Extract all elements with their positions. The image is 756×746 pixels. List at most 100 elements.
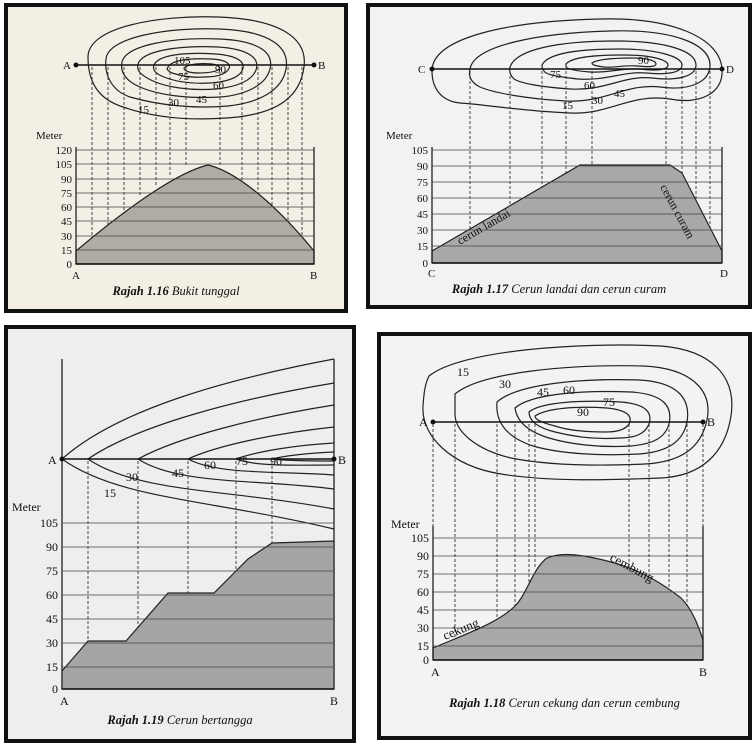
contour-label: 90 — [215, 64, 227, 76]
profile-start-label: C — [428, 268, 435, 280]
y-tick: 45 — [46, 612, 58, 626]
contour-map — [431, 18, 723, 114]
contour-label: 30 — [592, 95, 604, 107]
axis-title: Meter — [36, 130, 63, 142]
caption-number: Rajah 1.16 — [112, 284, 169, 298]
contour-label: 60 — [584, 80, 596, 92]
contour-label: 90 — [270, 454, 282, 468]
contour-label: 15 — [104, 486, 116, 500]
contour-label: 15 — [457, 365, 469, 379]
contour-label: 75 — [550, 69, 562, 81]
y-tick: 105 — [411, 531, 429, 545]
y-tick: 0 — [423, 653, 429, 667]
figure-1-16-diagram: 15 30 45 60 75 90 105 A B — [36, 16, 325, 282]
contour-label: 30 — [168, 97, 180, 109]
y-axis-ticks: 120 105 90 75 60 45 30 15 0 — [56, 145, 73, 271]
contour-labels: 15 30 45 60 75 90 — [457, 365, 615, 419]
axis-title: Meter — [386, 130, 413, 142]
projection-lines — [469, 71, 711, 237]
cross-section-profile — [75, 164, 315, 265]
contour-map — [422, 344, 733, 481]
y-tick: 0 — [67, 259, 73, 271]
section-start-label: A — [63, 60, 71, 72]
y-tick: 90 — [61, 174, 73, 186]
figure-1-18: 15 30 45 60 75 90 A B cekung — [377, 332, 752, 740]
y-tick: 90 — [417, 161, 429, 173]
contour-label: 60 — [213, 80, 225, 92]
figure-1-18-diagram: 15 30 45 60 75 90 A B cekung — [391, 344, 733, 679]
contour-label: 75 — [178, 71, 190, 83]
y-axis-ticks: 105 90 75 60 45 30 15 0 — [411, 531, 429, 667]
y-tick: 105 — [412, 145, 429, 157]
contour-label: 60 — [563, 383, 575, 397]
profile-start-label: A — [72, 270, 80, 282]
contour-label: 60 — [204, 458, 216, 472]
contour-label: 15 — [138, 104, 150, 116]
y-tick: 75 — [417, 177, 429, 189]
figure-caption: Rajah 1.17 Cerun landai dan cerun curam — [370, 282, 748, 297]
caption-number: Rajah 1.19 — [107, 713, 164, 727]
y-tick: 120 — [56, 145, 73, 157]
y-tick: 75 — [417, 567, 429, 581]
y-tick: 105 — [40, 516, 58, 530]
y-tick: 15 — [417, 639, 429, 653]
contour-label: 105 — [174, 55, 191, 67]
figure-1-19-diagram: 15 30 45 60 75 90 A B Meter 105 90 — [12, 358, 346, 708]
y-tick: 15 — [417, 241, 429, 253]
section-start-label: A — [48, 453, 57, 467]
contour-labels: 15 30 45 60 75 90 105 — [138, 55, 227, 116]
projection-lines — [91, 67, 303, 247]
profile-start-label: A — [60, 694, 69, 708]
y-tick: 60 — [61, 202, 73, 214]
contour-label: 45 — [614, 88, 626, 100]
y-tick: 45 — [417, 603, 429, 617]
y-tick: 0 — [52, 682, 58, 696]
contour-label: 15 — [562, 100, 574, 112]
gridlines — [432, 149, 722, 247]
y-tick: 60 — [46, 588, 58, 602]
y-tick: 15 — [46, 660, 58, 674]
figure-caption: Rajah 1.18 Cerun cekung dan cerun cembun… — [381, 696, 748, 711]
contour-map — [87, 16, 305, 120]
section-end-label: B — [707, 415, 715, 429]
y-tick: 30 — [417, 621, 429, 635]
y-tick: 60 — [417, 585, 429, 599]
contour-label: 30 — [126, 470, 138, 484]
y-tick: 90 — [417, 549, 429, 563]
contour-label: 45 — [172, 466, 184, 480]
profile-start-label: A — [431, 665, 440, 679]
axis-title: Meter — [12, 500, 41, 514]
figure-1-17-diagram: 15 30 45 60 75 90 C D cerun landai c — [386, 18, 734, 280]
y-tick: 45 — [61, 216, 73, 228]
y-tick: 75 — [46, 564, 58, 578]
y-tick: 105 — [56, 159, 73, 171]
caption-text: Cerun bertangga — [166, 713, 253, 727]
figure-1-19: 15 30 45 60 75 90 A B Meter 105 90 — [4, 325, 356, 743]
figure-caption: Rajah 1.16 Bukit tunggal — [8, 284, 344, 299]
cross-section-profile — [432, 553, 704, 661]
caption-number: Rajah 1.18 — [449, 696, 506, 710]
y-tick: 30 — [61, 231, 73, 243]
contour-label: 45 — [196, 94, 208, 106]
section-end-label: D — [726, 64, 734, 76]
y-axis-ticks: 105 90 75 60 45 30 15 0 — [40, 516, 58, 696]
profile-end-label: B — [699, 665, 707, 679]
contour-label: 90 — [638, 55, 650, 67]
caption-number: Rajah 1.17 — [451, 282, 509, 296]
caption-text: Cerun cekung dan cerun cembung — [508, 696, 680, 710]
figure-1-17: 15 30 45 60 75 90 C D cerun landai c — [366, 3, 752, 309]
y-tick: 30 — [417, 225, 429, 237]
gridlines — [62, 522, 334, 668]
profile-end-label: D — [720, 268, 728, 280]
section-end-label: B — [318, 60, 325, 72]
y-tick: 0 — [423, 258, 429, 270]
axis-title: Meter — [391, 517, 420, 531]
contour-labels: 15 30 45 60 75 90 — [550, 55, 650, 112]
section-end-label: B — [338, 453, 346, 467]
y-tick: 30 — [46, 636, 58, 650]
figure-1-16: 15 30 45 60 75 90 105 A B — [4, 3, 348, 313]
y-axis-ticks: 105 90 75 60 45 30 15 0 — [412, 145, 429, 270]
gridlines — [433, 537, 703, 647]
section-start-label: C — [418, 64, 425, 76]
contour-label: 75 — [603, 395, 615, 409]
